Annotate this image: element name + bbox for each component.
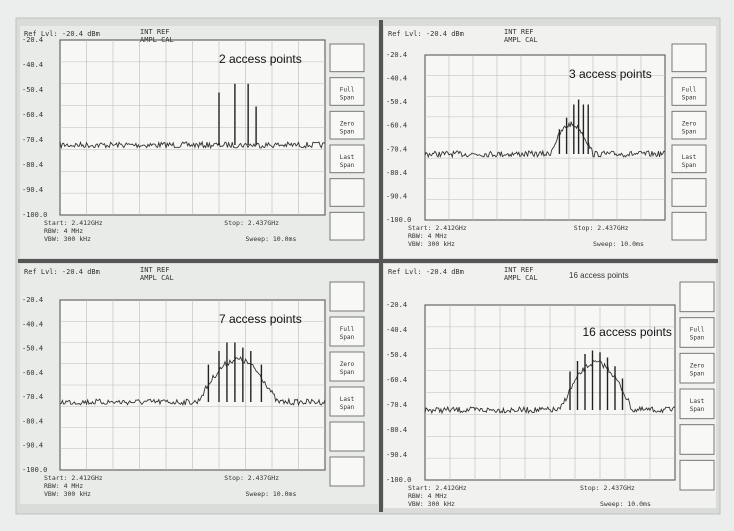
y-label: -40.4 [386, 75, 407, 83]
footer-text: Sweep: 10.0ms [600, 500, 651, 508]
y-label: -50.4 [386, 351, 407, 359]
soft-key [680, 460, 714, 490]
header-text: Ref Lvl: -20.4 dBm [24, 268, 100, 276]
header-text: AMPL CAL [504, 36, 538, 44]
footer-text: RBW: 4 MHz [44, 227, 83, 235]
y-label: -100.0 [386, 216, 411, 224]
y-label: -20.4 [386, 301, 407, 309]
y-label: -70.4 [386, 145, 407, 153]
soft-key [330, 457, 364, 486]
footer-text: Sweep: 10.0ms [593, 240, 644, 248]
photo: Ref Lvl: -20.4 dBmINT REFAMPL CAL-20.4-4… [0, 0, 734, 531]
footer-text: RBW: 4 MHz [408, 232, 447, 240]
soft-key [680, 282, 714, 312]
y-label: -80.4 [386, 169, 407, 177]
footer-text: VBW: 300 kHz [44, 490, 91, 498]
soft-key [672, 179, 706, 207]
footer-text: Stop: 2.437GHz [574, 224, 629, 232]
footer-text: RBW: 4 MHz [408, 492, 447, 500]
soft-key [680, 425, 714, 455]
y-label: -50.4 [22, 86, 43, 94]
soft-key [330, 44, 364, 72]
y-label: -40.4 [22, 61, 43, 69]
y-label: -90.4 [22, 186, 43, 194]
soft-key [330, 282, 364, 311]
panel-label lbl: 7 access points [219, 312, 302, 326]
y-label: -80.4 [22, 417, 43, 425]
footer-text: VBW: 300 kHz [44, 235, 91, 243]
y-label: -70.4 [386, 401, 407, 409]
footer-text: VBW: 300 kHz [408, 240, 455, 248]
panel-label lbl: 16 access points [583, 325, 672, 339]
header-text: INT REF [504, 266, 534, 274]
y-label: -100.0 [386, 476, 411, 484]
footer-text: RBW: 4 MHz [44, 482, 83, 490]
y-label: -90.4 [386, 192, 407, 200]
footer-text: Stop: 2.437GHz [224, 474, 279, 482]
y-label: -90.4 [22, 442, 43, 450]
footer-text: VBW: 300 kHz [408, 500, 455, 508]
panel-label lbl: 3 access points [569, 67, 652, 81]
y-label: -60.4 [386, 122, 407, 130]
header-text: AMPL CAL [140, 36, 174, 44]
y-label: -40.4 [386, 326, 407, 334]
header-text: INT REF [140, 266, 170, 274]
y-label: -70.4 [22, 136, 43, 144]
y-label: -100.0 [22, 211, 47, 219]
y-label: -60.4 [386, 376, 407, 384]
y-label: -90.4 [386, 451, 407, 459]
header-text: AMPL CAL [140, 274, 174, 282]
header-text: Ref Lvl: -20.4 dBm [388, 268, 464, 276]
y-label: -50.4 [22, 345, 43, 353]
footer-text: Stop: 2.437GHz [580, 484, 635, 492]
y-label: -20.4 [22, 296, 43, 304]
soft-key [330, 179, 364, 207]
y-label: -60.4 [22, 369, 43, 377]
y-label: -70.4 [22, 393, 43, 401]
soft-key [672, 44, 706, 72]
header-text: AMPL CAL [504, 274, 538, 282]
y-label: -20.4 [386, 51, 407, 59]
header-text: INT REF [140, 28, 170, 36]
soft-key [330, 422, 364, 451]
y-label: -80.4 [22, 161, 43, 169]
y-label: -50.4 [386, 98, 407, 106]
footer-text: Start: 2.412GHz [408, 484, 467, 492]
y-label: -60.4 [22, 111, 43, 119]
footer-text: Start: 2.412GHz [44, 219, 103, 227]
soft-key [330, 212, 364, 240]
y-label: -40.4 [22, 320, 43, 328]
y-label: -100.0 [22, 466, 47, 474]
header-note: 16 access points [569, 271, 629, 280]
y-label: -80.4 [386, 426, 407, 434]
panel-label lbl: 2 access points [219, 52, 302, 66]
soft-key [672, 212, 706, 240]
header-text: Ref Lvl: -20.4 dBm [388, 30, 464, 38]
footer-text: Stop: 2.437GHz [224, 219, 279, 227]
footer-text: Sweep: 10.0ms [246, 235, 297, 243]
header-text: INT REF [504, 28, 534, 36]
y-label: -20.4 [22, 36, 43, 44]
footer-text: Sweep: 10.0ms [246, 490, 297, 498]
footer-text: Start: 2.412GHz [44, 474, 103, 482]
footer-text: Start: 2.412GHz [408, 224, 467, 232]
